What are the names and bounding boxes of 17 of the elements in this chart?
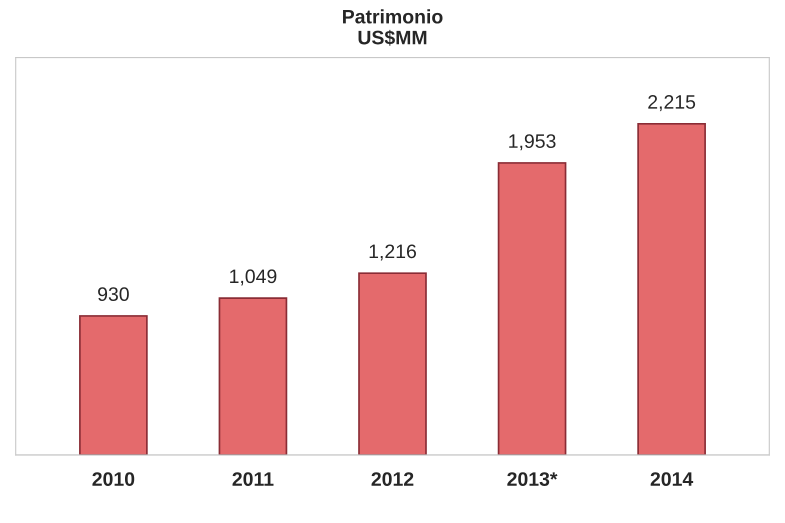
bar xyxy=(637,122,706,456)
data-label: 2,215 xyxy=(648,95,696,112)
x-tick-label: 2013* xyxy=(507,472,558,486)
data-label: 1,953 xyxy=(509,134,556,150)
bar xyxy=(218,297,288,456)
x-tick-label: 2010 xyxy=(92,472,134,486)
chart-subtitle: US$MM xyxy=(358,30,426,46)
x-tick-label: 2011 xyxy=(232,472,274,486)
bar xyxy=(358,272,427,456)
x-tick-label: 2014 xyxy=(650,472,694,486)
x-tick-label: 2012 xyxy=(372,472,414,486)
bar xyxy=(498,162,566,456)
chart-title: Patrimonio xyxy=(343,9,443,24)
data-label: 1,049 xyxy=(230,269,276,286)
bar xyxy=(79,315,148,456)
data-label: 930 xyxy=(98,287,129,301)
data-label: 1,216 xyxy=(370,244,416,261)
